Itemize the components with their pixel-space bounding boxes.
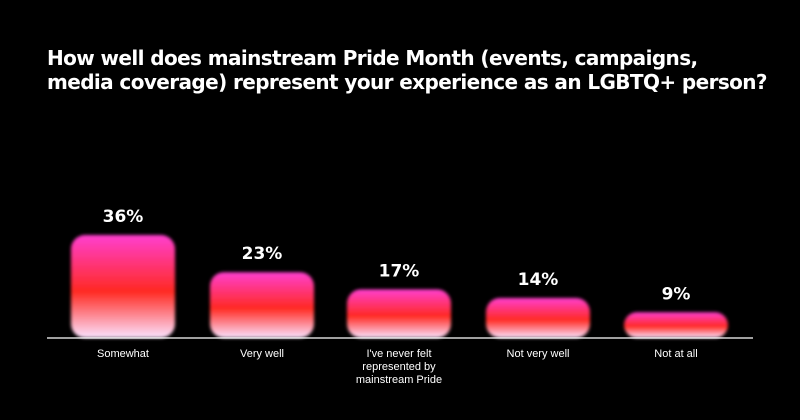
value-label-3: 14% [518,270,559,290]
bar-2 [347,289,451,338]
bar-3 [486,297,590,338]
value-label-4: 9% [662,284,691,304]
category-label-2: I've never felt represented by mainstream … [356,348,442,386]
bars-group [71,235,728,338]
chart-title: How well does mainstream Pride Month (ev… [47,46,768,94]
value-label-2: 17% [379,261,420,281]
category-label-4: Not at all [654,348,697,360]
category-label-1: Very well [240,348,284,360]
labels-group: 36% Somewhat 23% Very well 17% I've never fel… [97,207,698,386]
bar-1 [210,272,314,338]
category-label-3: Not very well [507,348,570,360]
category-label-0: Somewhat [97,348,149,360]
value-label-1: 23% [242,244,283,264]
value-label-0: 36% [103,207,144,227]
bar-4 [624,312,728,338]
bar-0 [71,235,175,338]
